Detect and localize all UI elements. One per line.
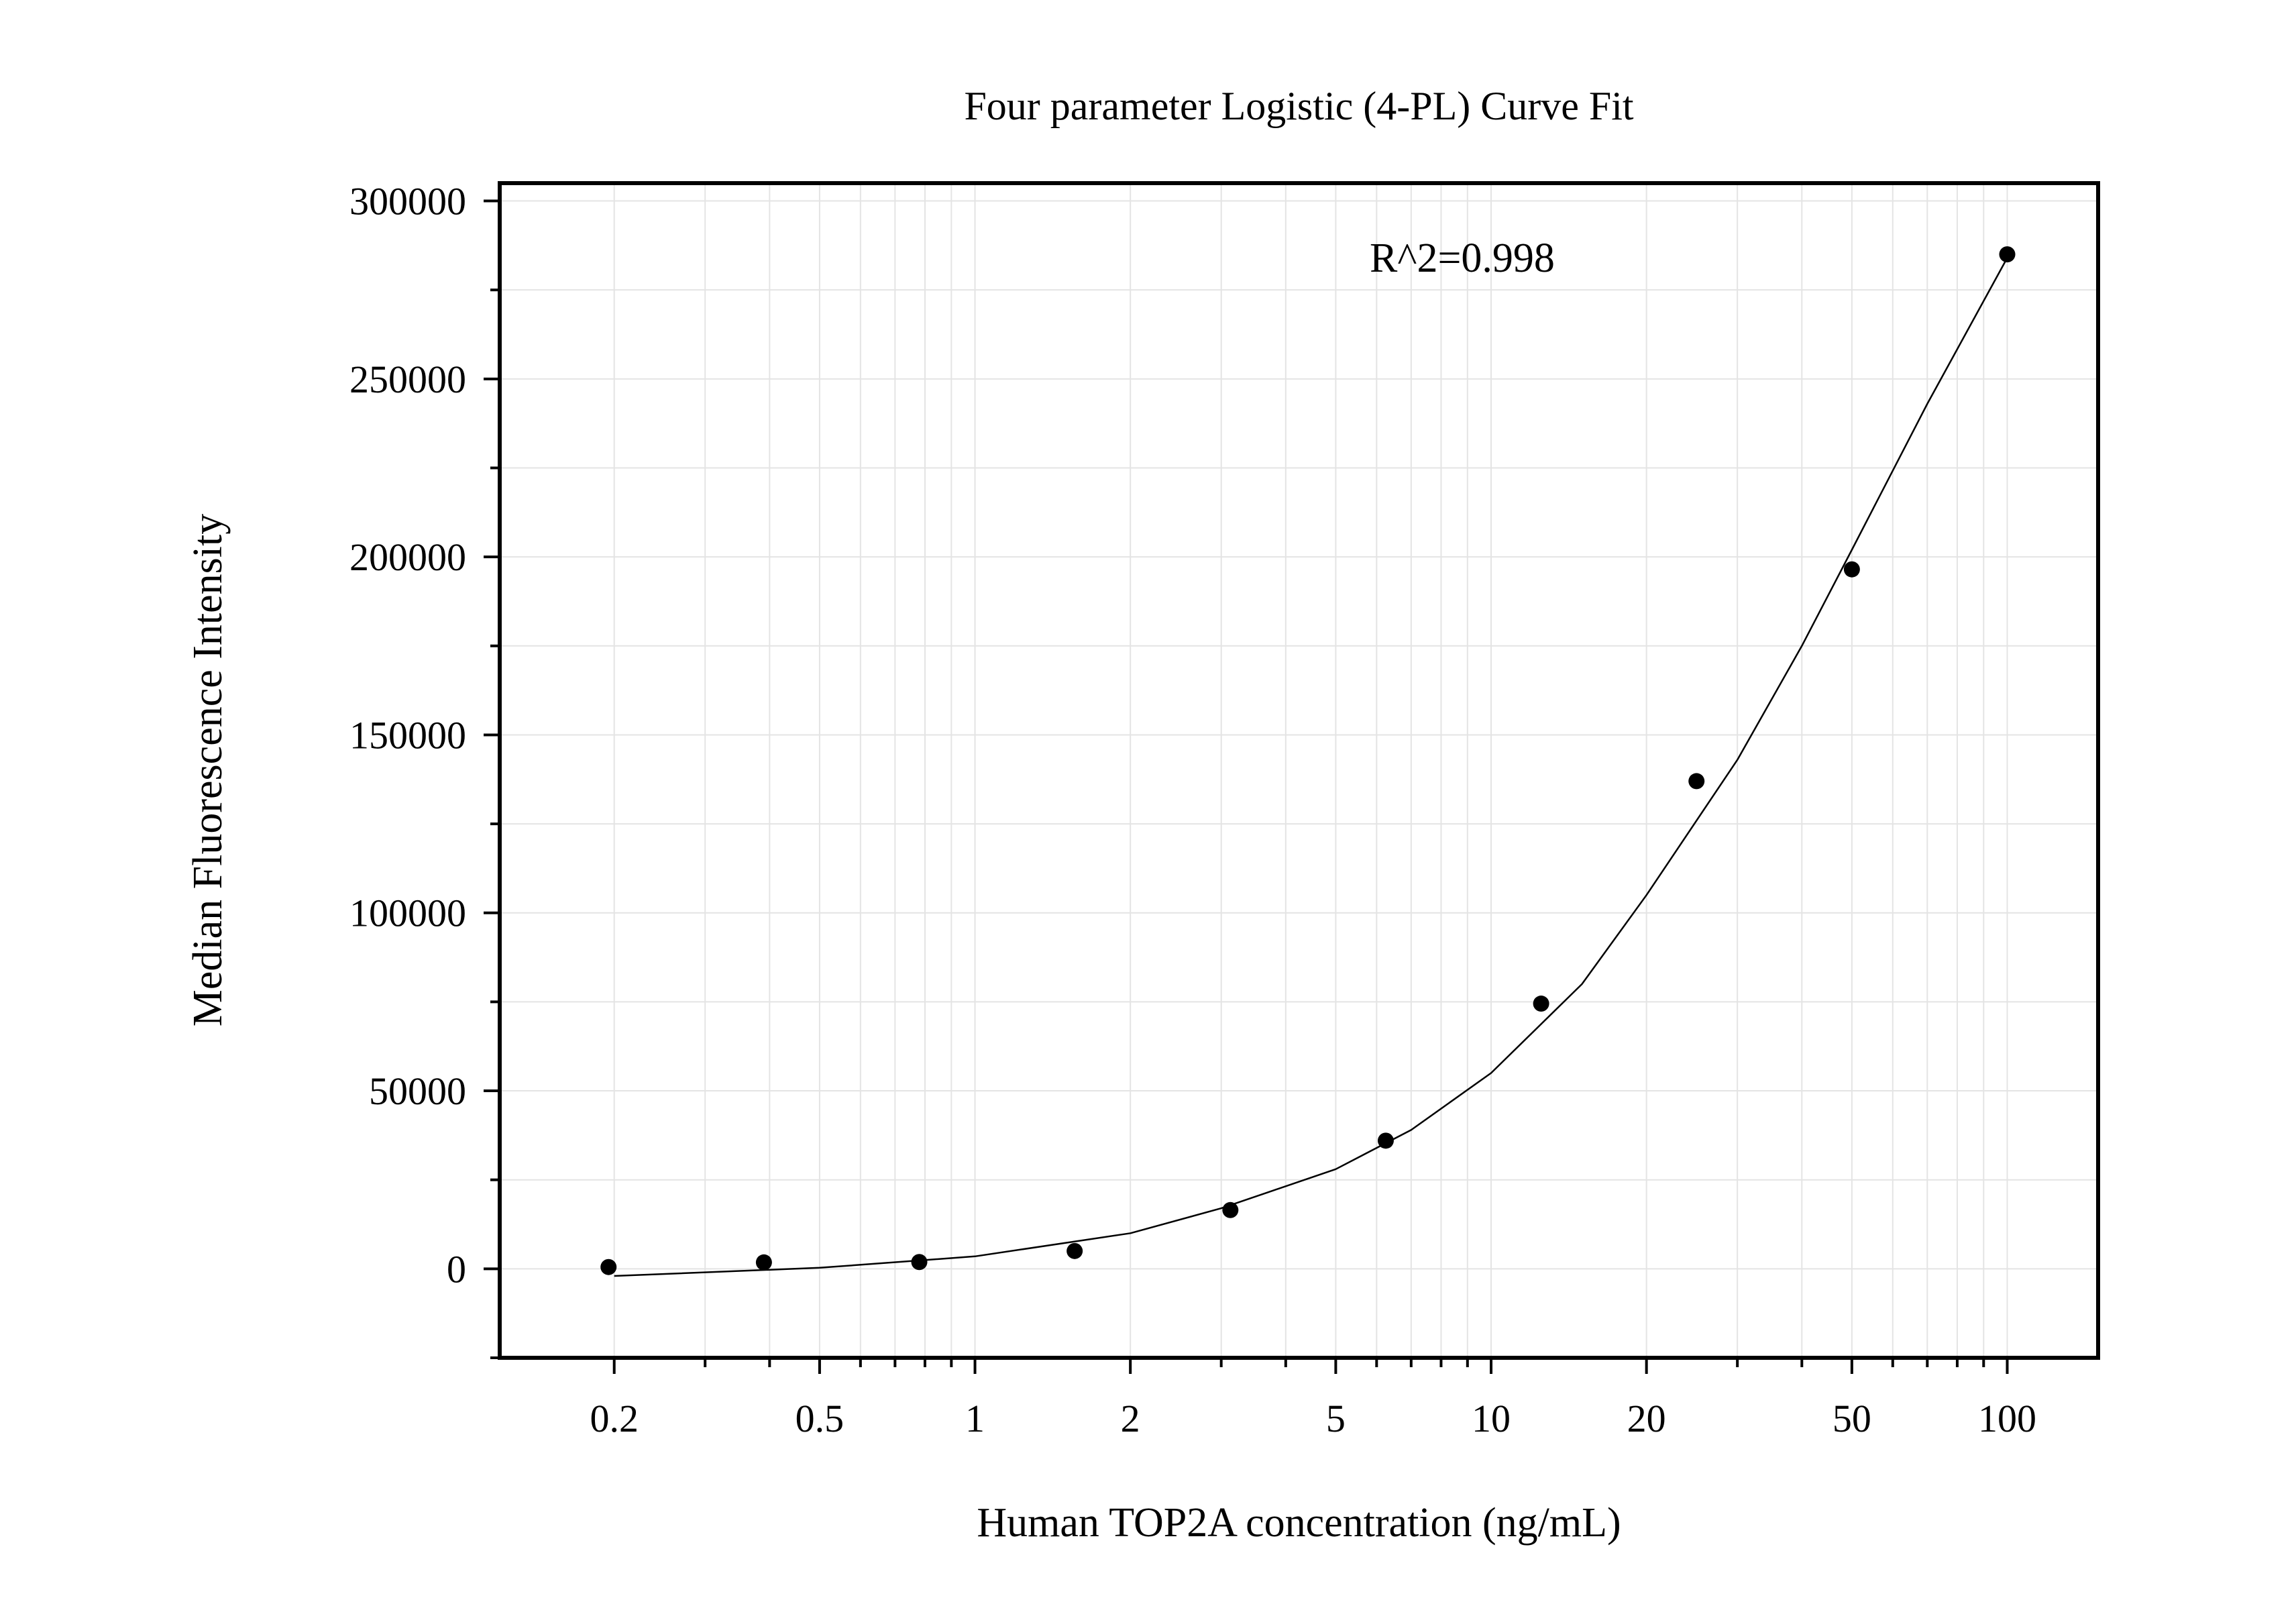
data-point [1843, 561, 1860, 578]
axis-ticks [484, 199, 2009, 1374]
y-tick-label: 300000 [349, 180, 466, 223]
x-tick-label: 10 [1472, 1397, 1511, 1440]
grid-lines [500, 183, 2098, 1358]
x-tick-label: 20 [1627, 1397, 1666, 1440]
tick-labels: 0.2 0.5 1 2 5 10 20 50 100 0 50000 100000 150000 2000… [349, 180, 2036, 1440]
data-point [1688, 773, 1705, 790]
data-point [1067, 1242, 1083, 1259]
plot-frame [498, 181, 2100, 1360]
y-tick-label: 100000 [349, 892, 466, 935]
data-point [1222, 1201, 1239, 1218]
data-points [600, 246, 2016, 1275]
x-tick-label: 2 [1121, 1397, 1140, 1440]
y-tick-label: 150000 [349, 713, 466, 757]
y-axis-label: Median Fluorescence Intensity [185, 514, 231, 1026]
data-point [1377, 1132, 1394, 1149]
chart-title: Four parameter Logistic (4-PL) Curve Fit [964, 84, 1633, 128]
fit-curve [614, 257, 2008, 1277]
x-tick-label: 5 [1326, 1397, 1346, 1440]
x-axis-label: Human TOP2A concentration (ng/mL) [977, 1500, 1621, 1546]
data-point [1999, 246, 2016, 263]
data-point [911, 1254, 928, 1271]
y-tick-label: 250000 [349, 358, 466, 401]
data-point [600, 1259, 617, 1275]
y-tick-label: 200000 [349, 535, 466, 579]
y-tick-label: 0 [447, 1247, 466, 1291]
x-tick-label: 0.2 [590, 1397, 639, 1440]
data-point [755, 1254, 772, 1271]
x-tick-label: 1 [965, 1397, 985, 1440]
data-point [1533, 996, 1549, 1012]
x-tick-label: 100 [1978, 1397, 2036, 1440]
y-tick-label: 50000 [369, 1069, 466, 1113]
r-squared-annotation: R^2=0.998 [1370, 235, 1555, 281]
x-tick-label: 50 [1833, 1397, 1871, 1440]
fit-curve-layer [614, 257, 2008, 1277]
x-tick-label: 0.5 [796, 1397, 844, 1440]
